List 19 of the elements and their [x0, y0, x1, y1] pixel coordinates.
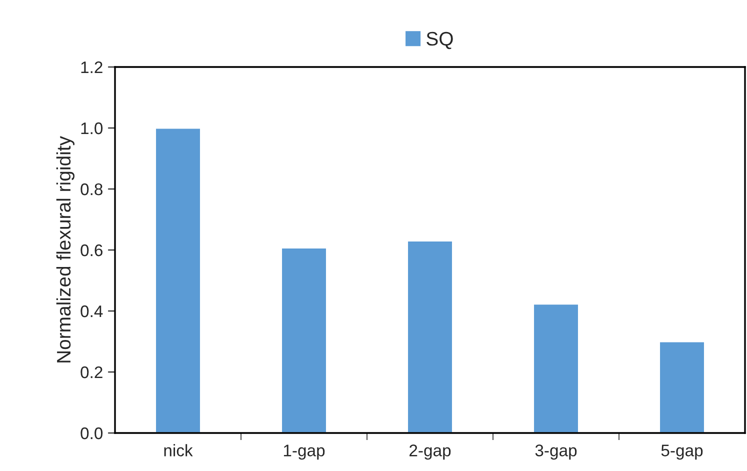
x-tick-label: 5-gap — [661, 444, 703, 460]
y-tick-label: 0.6 — [80, 244, 102, 256]
bar — [406, 240, 454, 433]
y-tick-label: 0.0 — [80, 427, 103, 440]
x-tick-label: 2-gap — [410, 444, 451, 460]
y-tick-label: 0.8 — [80, 183, 102, 196]
y-axis-title: Normalized flexural rigidity — [56, 136, 74, 362]
y-tick-label: 1.0 — [81, 122, 103, 134]
x-tick-label: nick — [164, 444, 193, 456]
bar — [532, 303, 580, 433]
y-tick-label: 1.2 — [81, 61, 102, 74]
bar — [280, 247, 328, 433]
bar — [154, 127, 202, 433]
x-tick-label: 3-gap — [535, 444, 577, 460]
legend-label: SQ — [426, 32, 453, 50]
y-tick-label: 0.4 — [80, 305, 103, 318]
x-tick-label: 1-gap — [284, 444, 325, 460]
y-tick-label: 0.2 — [80, 366, 102, 378]
bar — [658, 340, 706, 433]
